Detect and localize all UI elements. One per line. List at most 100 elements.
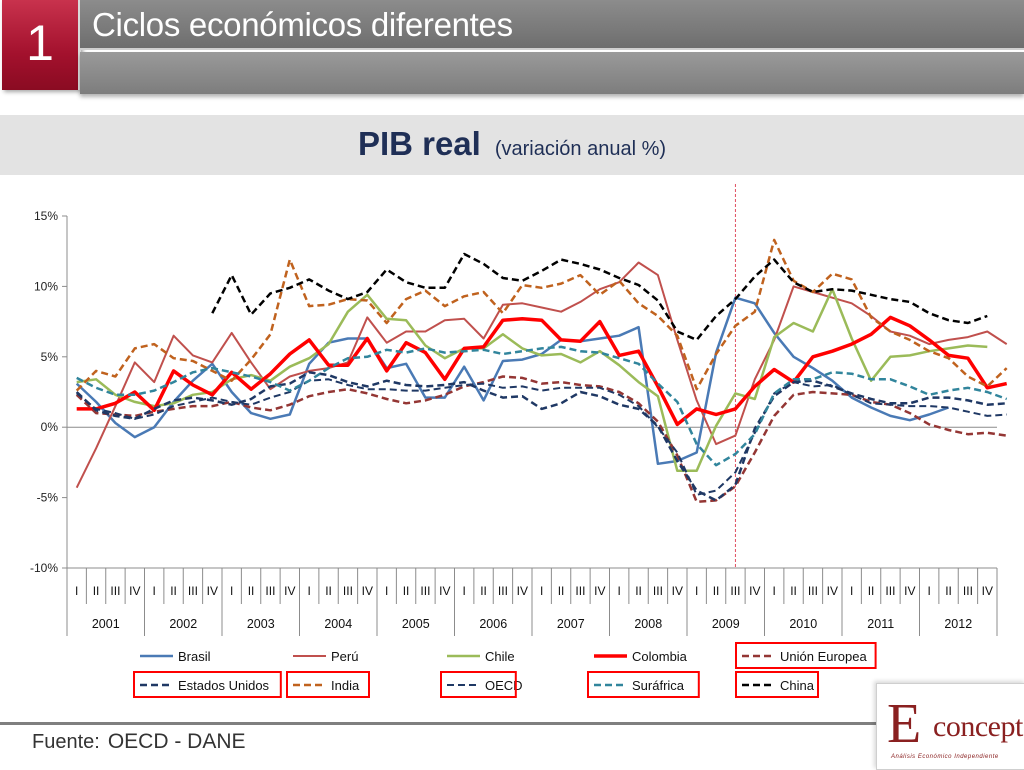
line-chart: -10%-5%0%5%10%15%I II III IV I II III IV I II III I…: [30, 184, 1008, 698]
quarter-label: I: [230, 584, 233, 598]
quarter-label: IV: [904, 584, 915, 598]
quarter-label: IV: [672, 584, 683, 598]
quarter-label: III: [653, 584, 663, 598]
quarter-label: IV: [982, 584, 993, 598]
legend-label-brasil: Brasil: [178, 649, 211, 664]
quarter-label: I: [850, 584, 853, 598]
legend-highlight-india: [286, 671, 370, 698]
quarter-label: I: [308, 584, 311, 598]
legend-highlight-union-europea: [735, 642, 877, 669]
legend-label-oecd: OECD: [485, 678, 523, 693]
series-line-india: [75, 238, 1008, 392]
chart-title: PIB real: [357, 125, 481, 162]
year-label: 2011: [867, 617, 894, 631]
legend-label-surafrica: Suráfrica: [632, 678, 685, 693]
legend-highlight-surafrica: [587, 671, 700, 698]
year-label: 2010: [789, 617, 817, 631]
title-band: Ciclos económicos diferentes: [80, 0, 1024, 50]
legend-label-chile: Chile: [485, 649, 515, 664]
year-label: 2012: [944, 617, 972, 631]
series-line-estados-unidos: [75, 371, 1007, 502]
quarter-label: II: [480, 584, 487, 598]
quarter-label: III: [498, 584, 508, 598]
quarter-label: I: [463, 584, 466, 598]
logo-tagline: Análisis Económico Independiente: [891, 754, 999, 760]
quarter-label: I: [75, 584, 78, 598]
legend-highlight-oecd: [440, 671, 517, 698]
quarter-label: III: [885, 584, 895, 598]
slide-title: Ciclos económicos diferentes: [92, 6, 513, 43]
quarter-label: II: [93, 584, 100, 598]
quarter-label: IV: [129, 584, 140, 598]
quarter-label: IV: [284, 584, 295, 598]
quarter-label: IV: [749, 584, 760, 598]
legend-label-india: India: [331, 678, 360, 693]
footer-source: Fuente: OECD - DANE: [32, 730, 246, 754]
quarter-label: III: [963, 584, 973, 598]
quarter-label: III: [730, 584, 740, 598]
quarter-label: IV: [439, 584, 450, 598]
quarter-label: III: [808, 584, 818, 598]
quarter-label: I: [695, 584, 698, 598]
quarter-label: II: [945, 584, 952, 598]
legend-label-china: China: [780, 678, 815, 693]
logo-text: concept: [933, 710, 1023, 743]
subtitle-band: [80, 52, 1024, 94]
series-line-china: [211, 252, 988, 342]
logo-letter: E: [887, 693, 922, 755]
quarter-label: III: [110, 584, 120, 598]
chart-title-block: PIB real (variación anual %): [0, 125, 1024, 163]
year-label: 2006: [479, 617, 507, 631]
quarter-label: I: [153, 584, 156, 598]
legend-label-peru: Perú: [331, 649, 358, 664]
source-label: Fuente:: [32, 731, 100, 753]
quarter-label: III: [265, 584, 275, 598]
quarter-label: II: [403, 584, 410, 598]
legend-label-colombia: Colombia: [632, 649, 688, 664]
quarter-label: IV: [362, 584, 373, 598]
source-value: OECD - DANE: [107, 730, 246, 753]
year-label: 2004: [324, 617, 352, 631]
series-line-brasil: [75, 296, 950, 466]
legend-highlight-china: [735, 671, 819, 698]
quarter-label: I: [928, 584, 931, 598]
series-line-surafrica: [76, 345, 1008, 467]
slide-number-badge: 1: [2, 0, 81, 90]
series-line-colombia: [76, 315, 1008, 427]
quarter-label: IV: [827, 584, 838, 598]
quarter-label: IV: [517, 584, 528, 598]
y-tick-label: -5%: [37, 491, 59, 505]
quarter-label: II: [713, 584, 720, 598]
y-tick-label: 0%: [41, 420, 59, 434]
quarter-label: II: [170, 584, 177, 598]
quarter-label: I: [385, 584, 388, 598]
series-line-chile: [76, 287, 988, 473]
y-tick-label: 10%: [34, 279, 58, 293]
quarter-label: II: [635, 584, 642, 598]
y-tick-label: 5%: [41, 350, 59, 364]
quarter-label: II: [790, 584, 797, 598]
quarter-label: IV: [594, 584, 605, 598]
quarter-label: III: [188, 584, 198, 598]
quarter-label: I: [540, 584, 543, 598]
year-label: 2001: [92, 617, 120, 631]
year-label: 2007: [557, 617, 585, 631]
legend-label-union-europea: Unión Europea: [780, 649, 867, 664]
chart-header-band: [0, 115, 1024, 175]
year-label: 2003: [247, 617, 275, 631]
quarter-label: II: [868, 584, 875, 598]
legend-label-estados-unidos: Estados Unidos: [178, 678, 270, 693]
y-tick-label: 15%: [34, 209, 58, 223]
econcept-logo: E concept Análisis Económico Independien…: [876, 683, 1024, 770]
quarter-label: II: [325, 584, 332, 598]
y-tick-label: -10%: [30, 561, 58, 575]
series-line-oecd: [76, 378, 1007, 496]
quarter-label: I: [618, 584, 621, 598]
quarter-label: III: [575, 584, 585, 598]
quarter-label: II: [558, 584, 565, 598]
slide-number: 1: [26, 15, 54, 71]
quarter-label: III: [420, 584, 430, 598]
year-label: 2009: [712, 617, 740, 631]
quarter-label: III: [343, 584, 353, 598]
legend-highlight-estados-unidos: [133, 671, 282, 698]
